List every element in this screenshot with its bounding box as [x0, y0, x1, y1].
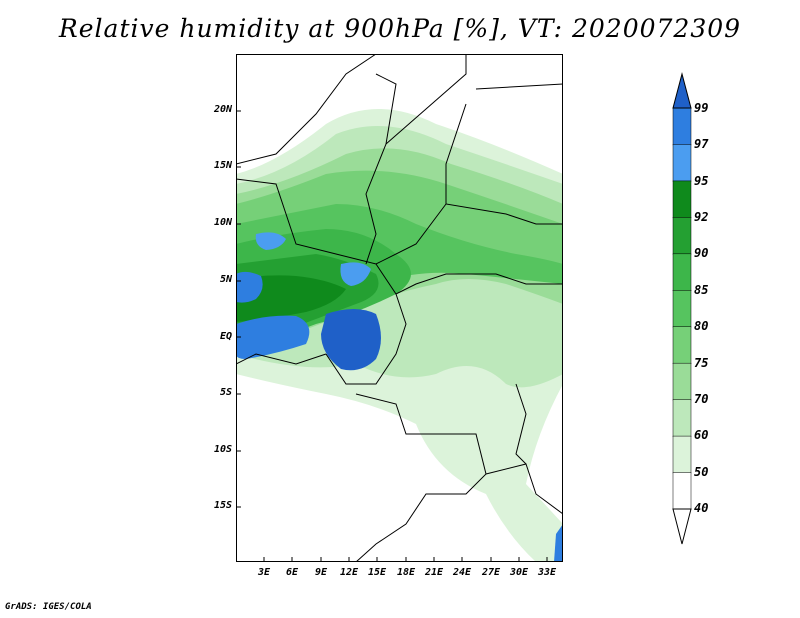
chart-title: Relative humidity at 900hPa [%], VT: 202… — [58, 14, 742, 43]
colorbar-label-95: 95 — [694, 174, 709, 188]
lon-label-9e: 9E — [314, 567, 328, 578]
lon-label-3e: 3E — [257, 567, 271, 578]
colorbar-segment — [672, 326, 692, 364]
colorbar-label-40: 40 — [694, 501, 709, 515]
lon-label-21e: 21E — [424, 567, 444, 578]
colorbar-segment — [672, 180, 692, 219]
colorbar-label-60: 60 — [694, 428, 709, 442]
lon-label-18e: 18E — [396, 567, 416, 578]
lat-label-20n: 20N — [213, 104, 232, 115]
colorbar-segment — [672, 253, 692, 292]
colorbar-top-arrow — [672, 72, 692, 109]
colorbar-bottom-arrow — [672, 508, 692, 545]
colorbar-label-92: 92 — [694, 210, 709, 224]
map-panel — [236, 54, 563, 562]
colorbar-label-90: 90 — [694, 246, 709, 260]
lat-label-15s: 15S — [213, 500, 232, 511]
colorbar-label-70: 70 — [694, 392, 709, 406]
colorbar-segment — [672, 217, 692, 255]
colorbar-segment — [672, 107, 692, 146]
colorbar-segment — [672, 472, 692, 510]
map-frame — [236, 54, 563, 562]
colorbar — [672, 72, 692, 545]
colorbar-segment — [672, 362, 692, 401]
lat-label-10n: 10N — [213, 217, 232, 228]
lon-label-30e: 30E — [509, 567, 529, 578]
colorbar-segment — [672, 144, 692, 182]
lon-label-24e: 24E — [452, 567, 472, 578]
colorbar-segment — [672, 399, 692, 437]
colorbar-label-80: 80 — [694, 319, 709, 333]
colorbar-label-99: 99 — [694, 101, 709, 115]
lon-label-12e: 12E — [339, 567, 359, 578]
lon-label-6e: 6E — [285, 567, 299, 578]
lat-label-10s: 10S — [213, 444, 232, 455]
country-borders — [236, 54, 563, 562]
lat-label-eq: EQ — [219, 331, 232, 342]
lon-label-27e: 27E — [481, 567, 501, 578]
colorbar-label-85: 85 — [694, 283, 709, 297]
colorbar-segment — [672, 435, 692, 474]
lon-label-33e: 33E — [537, 567, 557, 578]
humidity-field — [236, 109, 563, 562]
colorbar-label-50: 50 — [694, 465, 709, 479]
lon-label-15e: 15E — [367, 567, 387, 578]
colorbar-label-97: 97 — [694, 137, 709, 151]
colorbar-label-75: 75 — [694, 356, 709, 370]
lat-label-5n: 5N — [219, 274, 232, 285]
colorbar-segment — [672, 290, 692, 328]
credit-text: GrADS: IGES/COLA — [5, 602, 92, 612]
lat-label-15n: 15N — [213, 160, 232, 171]
lat-label-5s: 5S — [219, 387, 232, 398]
